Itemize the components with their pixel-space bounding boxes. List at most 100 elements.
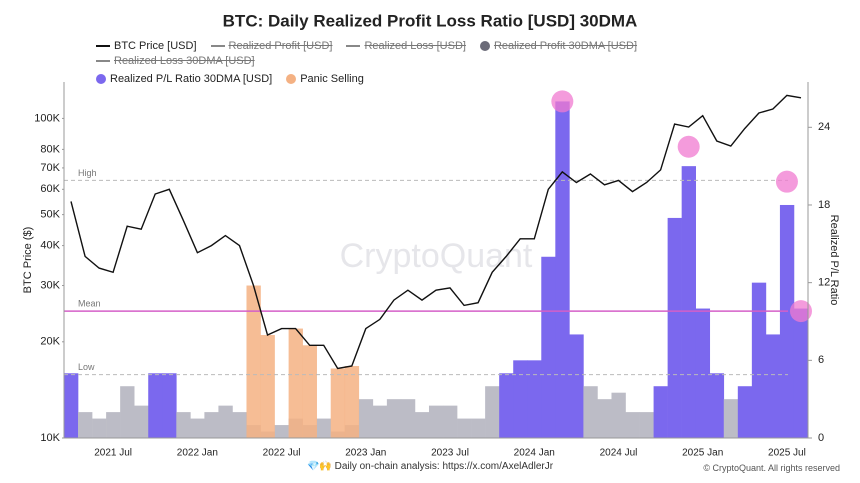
ratio-bar xyxy=(274,425,289,438)
x-tick-label: 2022 Jan xyxy=(177,448,218,459)
ratio-bar xyxy=(723,399,739,438)
x-tick-label: 2024 Jul xyxy=(600,448,638,459)
ratio-bar xyxy=(414,412,430,438)
legend: BTC Price [USD] Realized Profit [USD] Real… xyxy=(96,40,816,85)
ratio-bar xyxy=(667,217,682,438)
y-tick-label: 80K xyxy=(40,143,60,155)
legend-label: Realized Loss [USD] xyxy=(364,40,466,52)
ratio-bar xyxy=(400,399,416,438)
ratio-bar xyxy=(386,399,402,438)
ratio-bar xyxy=(751,282,767,438)
ratio-bar xyxy=(793,308,809,438)
ratio-bar xyxy=(597,399,612,438)
ratio-bar xyxy=(499,373,514,438)
legend-swatch xyxy=(286,74,297,84)
x-tick-label: 2024 Jan xyxy=(514,448,555,459)
copyright: © CryptoQuant. All rights reserved xyxy=(703,463,840,473)
panic-band xyxy=(302,345,317,438)
footer: 💎🙌 Daily on-chain analysis: https://x.co… xyxy=(306,461,554,472)
ratio-bar xyxy=(681,166,696,439)
ratio-bar xyxy=(78,412,93,438)
ratio-bar xyxy=(695,308,711,438)
y-axis-title: BTC Price ($) xyxy=(22,227,34,294)
ratio-bar xyxy=(569,334,584,438)
ratio-bar xyxy=(779,204,795,438)
y2-tick-label: 6 xyxy=(818,354,824,366)
ratio-bar xyxy=(358,399,374,438)
watermark: CryptoQuant xyxy=(340,237,533,275)
ratio-bar xyxy=(176,412,191,438)
y-tick-label: 100K xyxy=(34,112,60,124)
ratio-bar xyxy=(443,405,458,438)
ratio-bar xyxy=(92,418,107,438)
y2-tick-label: 18 xyxy=(818,199,830,211)
y2-tick-label: 24 xyxy=(818,121,830,133)
reference-label: High xyxy=(78,168,97,178)
ratio-bar xyxy=(527,360,542,438)
y-tick-label: 50K xyxy=(40,209,60,221)
legend-label: BTC Price [USD] xyxy=(114,40,197,52)
legend-item[interactable]: Realized P/L Ratio 30DMA [USD] xyxy=(96,73,272,85)
ratio-bar xyxy=(134,405,149,438)
x-tick-label: 2022 Jul xyxy=(263,448,301,459)
ratio-bar xyxy=(120,386,135,438)
y-tick-label: 30K xyxy=(40,279,60,291)
legend-swatch xyxy=(96,74,106,84)
x-tick-label: 2021 Jul xyxy=(94,448,132,459)
ratio-bar xyxy=(218,405,233,438)
ratio-bar xyxy=(541,256,556,438)
panic-band xyxy=(344,365,360,438)
legend-item[interactable]: Realized Profit [USD] xyxy=(210,40,332,52)
ratio-bar xyxy=(513,360,528,438)
ratio-bar xyxy=(190,418,205,438)
legend-label: Realized Profit 30DMA [USD] xyxy=(493,40,638,52)
y-tick-label: 20K xyxy=(40,336,60,348)
ratio-bar xyxy=(372,405,388,438)
panic-band xyxy=(330,368,346,438)
panic-band xyxy=(288,328,303,438)
reference-label: Mean xyxy=(78,299,101,309)
legend-label: Realized P/L Ratio 30DMA [USD] xyxy=(110,73,273,85)
ratio-bar xyxy=(232,412,247,438)
y-tick-label: 40K xyxy=(40,239,60,251)
legend-item[interactable]: Realized Profit 30DMA [USD] xyxy=(479,40,638,52)
ratio-bar xyxy=(148,373,163,438)
highlight-marker xyxy=(789,300,812,323)
x-tick-label: 2025 Jul xyxy=(768,448,806,459)
ratio-bar xyxy=(106,412,121,438)
legend-swatch xyxy=(210,45,225,47)
price-line xyxy=(70,94,802,370)
ratio-bar xyxy=(204,412,219,438)
ratio-bar xyxy=(765,334,781,438)
legend-item[interactable]: Realized Loss 30DMA [USD] xyxy=(96,55,255,67)
y2-tick-label: 0 xyxy=(818,432,824,444)
legend-swatch xyxy=(346,45,361,47)
ratio-bar xyxy=(457,418,472,438)
ratio-bar xyxy=(737,386,753,438)
x-tick-label: 2023 Jan xyxy=(345,448,386,459)
y-tick-label: 10K xyxy=(40,432,60,444)
panic-band xyxy=(260,335,275,438)
ratio-bar xyxy=(162,373,177,438)
ratio-bar xyxy=(583,386,598,438)
x-tick-label: 2025 Jan xyxy=(682,448,723,459)
ratio-bar xyxy=(471,418,486,438)
legend-item[interactable]: Panic Selling xyxy=(286,73,364,85)
ratio-bar xyxy=(611,392,626,438)
legend-item[interactable]: Realized Loss [USD] xyxy=(346,40,466,52)
legend-swatch xyxy=(96,45,110,47)
highlight-marker xyxy=(677,135,700,158)
y2-axis-title: Realized P/L Ratio xyxy=(828,215,840,306)
highlight-marker xyxy=(551,90,574,113)
legend-label: Realized Loss 30DMA [USD] xyxy=(114,55,255,67)
ratio-bar xyxy=(555,101,570,438)
ratio-bar xyxy=(64,373,79,438)
legend-item[interactable]: BTC Price [USD] xyxy=(96,40,197,52)
y-tick-label: 60K xyxy=(40,183,60,195)
y-tick-label: 70K xyxy=(40,162,60,174)
legend-swatch xyxy=(479,41,490,51)
highlight-marker xyxy=(775,170,798,193)
ratio-bar xyxy=(653,386,668,438)
